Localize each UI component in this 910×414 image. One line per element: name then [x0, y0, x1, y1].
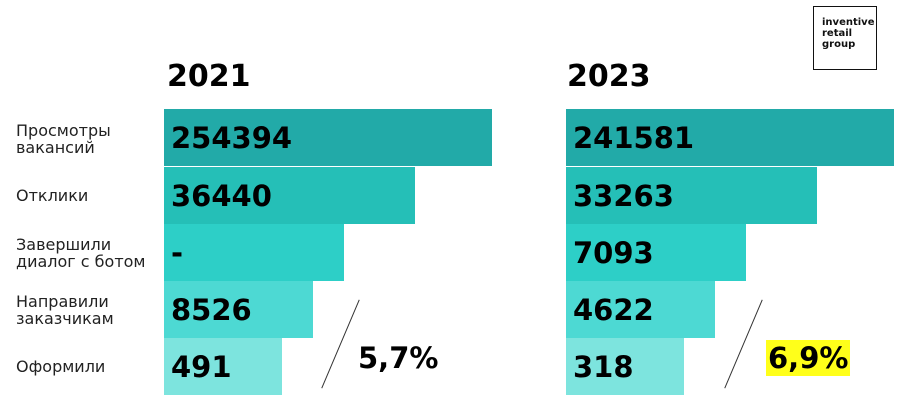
conversion-2023: 6,9%: [766, 340, 851, 376]
row-label-text: Отклики: [16, 186, 89, 205]
bar-value-label: 33263: [573, 178, 674, 213]
year-heading-2021: 2021: [167, 59, 251, 94]
row-label-views: Просмотры вакансий: [16, 110, 161, 167]
bar-value-label: 254394: [171, 120, 293, 155]
company-logo: inventive retail group: [813, 6, 877, 70]
row-label-text: Завершили диалог с ботом: [16, 234, 146, 271]
funnel-bar: 4622: [566, 281, 715, 338]
row-label-bot-dialog: Завершили диалог с ботом: [16, 224, 161, 281]
funnel-bar: 241581: [566, 109, 894, 166]
divider-slash-2023: [724, 299, 763, 389]
divider-slash-2021: [321, 299, 360, 389]
row-label-sent-to-clients: Направили заказчикам: [16, 281, 161, 338]
row-label-hired: Оформили: [16, 338, 161, 395]
bar-value-label: 491: [171, 349, 232, 384]
bar-value-label: 4622: [573, 292, 654, 327]
funnel-bar: 254394: [164, 109, 492, 166]
funnel-bar: 8526: [164, 281, 313, 338]
logo-line: group: [822, 39, 856, 50]
row-label-responses: Отклики: [16, 167, 161, 224]
conversion-2021: 5,7%: [358, 341, 439, 375]
funnel-bar: 318: [566, 338, 684, 395]
row-label-text: Просмотры вакансий: [16, 120, 111, 157]
year-heading-2023: 2023: [567, 59, 651, 94]
logo-line: retail: [822, 28, 853, 39]
funnel-bar: 491: [164, 338, 282, 395]
bar-value-label: -: [171, 235, 184, 270]
logo-line: inventive: [822, 17, 875, 28]
bar-value-label: 241581: [573, 120, 695, 155]
bar-value-label: 318: [573, 349, 634, 384]
funnel-bar: -: [164, 224, 344, 281]
bar-value-label: 8526: [171, 292, 252, 327]
bar-value-label: 36440: [171, 178, 272, 213]
bar-value-label: 7093: [573, 235, 654, 270]
funnel-bar: 33263: [566, 167, 817, 224]
funnel-bar: 36440: [164, 167, 415, 224]
row-label-text: Направили заказчикам: [16, 291, 114, 328]
funnel-bar: 7093: [566, 224, 746, 281]
row-label-text: Оформили: [16, 357, 106, 376]
